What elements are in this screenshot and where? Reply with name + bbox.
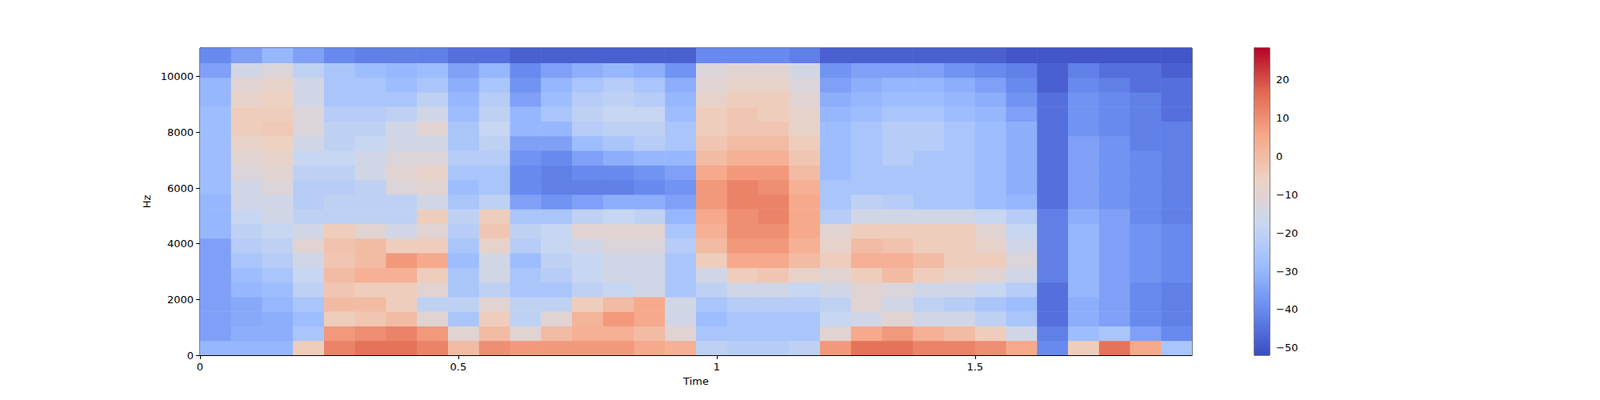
svg-text:0: 0: [187, 349, 194, 362]
svg-text:4000: 4000: [167, 237, 194, 250]
svg-text:8000: 8000: [167, 126, 194, 139]
svg-text:1.5: 1.5: [966, 360, 984, 373]
svg-text:1: 1: [713, 360, 720, 373]
svg-text:−40: −40: [1276, 303, 1298, 316]
svg-text:−10: −10: [1276, 188, 1298, 201]
svg-text:10000: 10000: [160, 70, 194, 83]
svg-text:20: 20: [1276, 73, 1290, 86]
svg-text:2000: 2000: [167, 293, 194, 306]
svg-text:−30: −30: [1276, 265, 1298, 278]
svg-text:6000: 6000: [167, 182, 194, 195]
svg-text:10: 10: [1276, 112, 1290, 124]
svg-text:−20: −20: [1276, 227, 1298, 240]
svg-text:0.5: 0.5: [450, 360, 468, 373]
svg-text:Hz: Hz: [140, 195, 153, 209]
svg-text:−50: −50: [1276, 341, 1298, 354]
svg-text:Time: Time: [682, 375, 709, 388]
svg-text:0: 0: [1276, 150, 1283, 163]
svg-text:0: 0: [196, 360, 204, 373]
